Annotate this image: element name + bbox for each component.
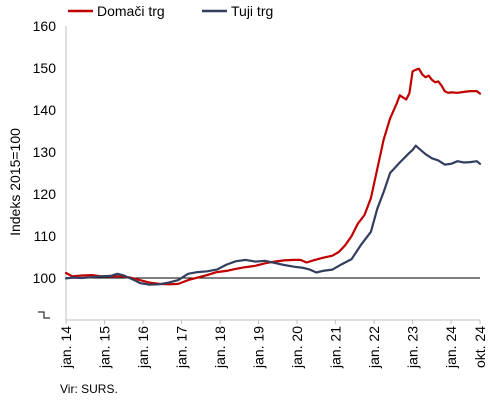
series-layer	[64, 67, 482, 286]
y-tick-label-130: 130	[33, 144, 57, 160]
y-tick-label-140: 140	[33, 102, 57, 118]
y-tick-label-110: 110	[34, 228, 57, 244]
x-tick-label-2018-01: jan. 18	[212, 326, 228, 369]
legend: Domači trg Tuji trg	[68, 3, 273, 19]
x-tick-label-2014-01: jan. 14	[58, 326, 74, 369]
y-tick-label-100: 100	[33, 270, 57, 286]
x-tick-label-2020-01: jan. 20	[289, 326, 305, 369]
x-tick-label-2016-01: jan. 16	[135, 326, 151, 369]
legend-label-tuji-trg: Tuji trg	[231, 3, 273, 19]
x-tick-label-2015-01: jan. 15	[97, 326, 113, 369]
y-tick-label-160: 160	[33, 18, 57, 34]
x-tick-label-2024-10: okt. 24	[472, 326, 488, 368]
x-tick-label-2017-01: jan. 17	[174, 326, 190, 369]
x-tick-label-2021-01: jan. 21	[328, 326, 344, 369]
x-tick-label-2019-01: jan. 19	[251, 326, 267, 369]
y-axis-ticks: 100 110 120 130 140 150 160	[33, 18, 57, 286]
y-tick-label-150: 150	[33, 60, 57, 76]
x-tick-label-2023-01: jan. 23	[405, 326, 421, 369]
x-tick-label-2024-01: jan. 24	[443, 326, 459, 369]
series-line-tuji-trg	[64, 144, 482, 286]
x-tick-label-2022-01: jan. 22	[366, 326, 382, 369]
y-tick-label-120: 120	[33, 186, 57, 202]
y-axis-title: Indeks 2015=100	[7, 128, 23, 236]
series-line-domaci-trg	[64, 67, 482, 286]
source-note: Vir: SURS.	[60, 382, 118, 396]
axis-break-mark	[38, 311, 50, 319]
legend-label-domaci-trg: Domači trg	[97, 3, 165, 19]
x-axis-ticks: jan. 14 jan. 15 jan. 16 jan. 17 jan. 18 jan. …	[58, 320, 488, 369]
